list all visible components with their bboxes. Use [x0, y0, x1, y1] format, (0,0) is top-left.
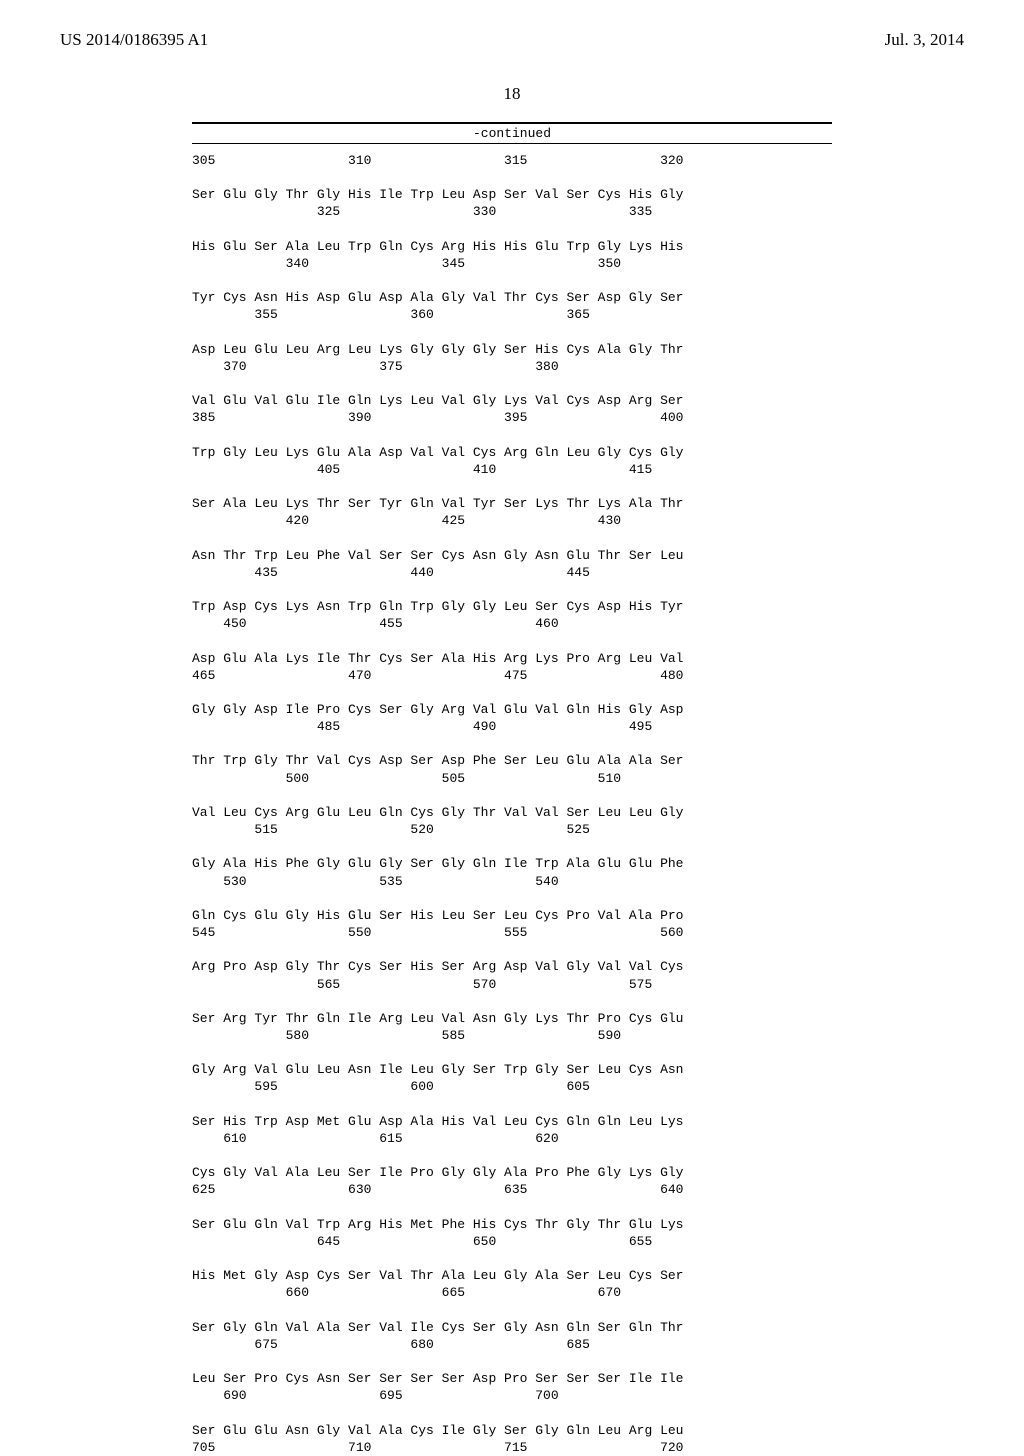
pub-date: Jul. 3, 2014 [885, 30, 964, 50]
sequence-text: 305 310 315 320 Ser Glu Gly Thr Gly His … [192, 152, 832, 1456]
continued-label: -continued [192, 122, 832, 141]
page: US 2014/0186395 A1 Jul. 3, 2014 18 -cont… [0, 0, 1024, 1320]
sequence-listing: 305 310 315 320 Ser Glu Gly Thr Gly His … [192, 143, 832, 1456]
page-header: US 2014/0186395 A1 Jul. 3, 2014 [60, 30, 964, 50]
pub-number: US 2014/0186395 A1 [60, 30, 208, 50]
page-number: 18 [60, 84, 964, 104]
